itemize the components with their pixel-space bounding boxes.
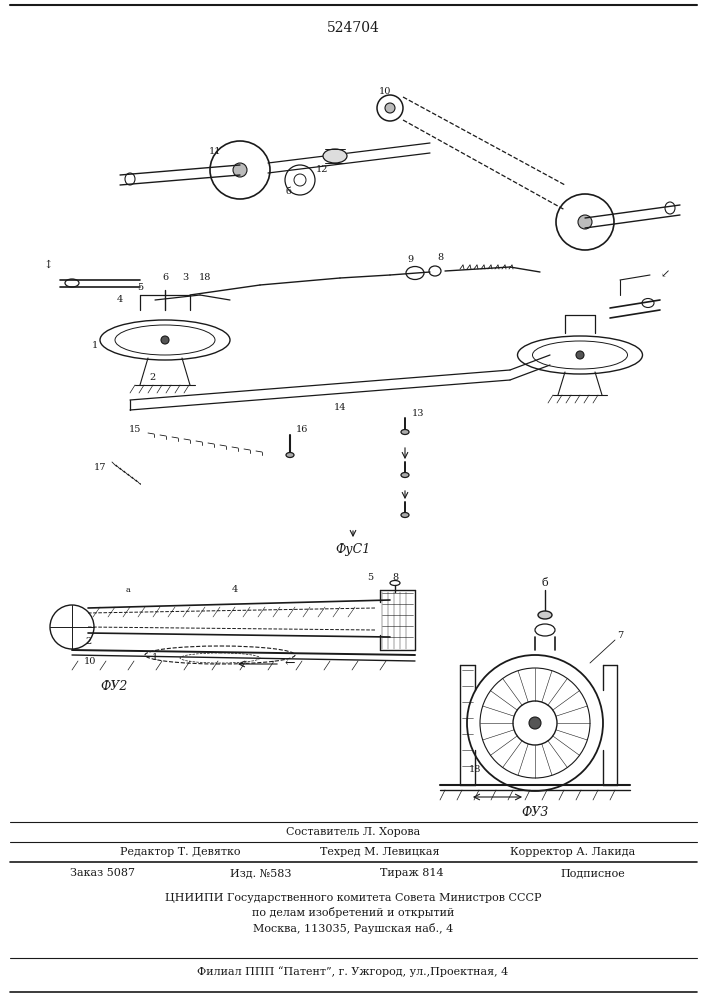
- Text: Корректор А. Лакида: Корректор А. Лакида: [510, 847, 636, 857]
- Text: ФуС1: ФуС1: [335, 544, 370, 556]
- Text: Изд. №583: Изд. №583: [230, 868, 291, 878]
- Text: 5: 5: [137, 284, 143, 292]
- Circle shape: [578, 215, 592, 229]
- Text: 524704: 524704: [327, 21, 380, 35]
- Text: б: б: [542, 578, 549, 588]
- Text: 1: 1: [92, 340, 98, 350]
- Text: Заказ 5087: Заказ 5087: [70, 868, 135, 878]
- Text: 3: 3: [182, 273, 188, 282]
- Text: 4: 4: [232, 584, 238, 593]
- Ellipse shape: [401, 430, 409, 434]
- Text: 9: 9: [407, 255, 413, 264]
- Text: Техред М. Левицкая: Техред М. Левицкая: [320, 847, 440, 857]
- Text: 8: 8: [392, 574, 398, 582]
- Text: Подписное: Подписное: [560, 868, 625, 878]
- Circle shape: [529, 717, 541, 729]
- Text: ↙: ↙: [660, 270, 670, 280]
- Text: ФУ2: ФУ2: [100, 680, 127, 694]
- Circle shape: [233, 163, 247, 177]
- Text: 16: 16: [296, 426, 308, 434]
- Text: ФУ3: ФУ3: [521, 806, 549, 820]
- Text: 11: 11: [209, 147, 221, 156]
- Text: 14: 14: [334, 403, 346, 412]
- Text: по делам изобретений и открытий: по делам изобретений и открытий: [252, 908, 454, 918]
- Text: 15: 15: [129, 426, 141, 434]
- Ellipse shape: [538, 611, 552, 619]
- Text: Тираж 814: Тираж 814: [380, 868, 443, 878]
- Text: 18: 18: [199, 273, 211, 282]
- Text: ↕: ↕: [43, 260, 53, 270]
- Circle shape: [385, 103, 395, 113]
- Text: 5: 5: [367, 574, 373, 582]
- Text: a: a: [126, 586, 130, 594]
- Text: б: б: [285, 188, 291, 196]
- Text: Москва, 113035, Раушская наб., 4: Москва, 113035, Раушская наб., 4: [253, 922, 453, 934]
- Ellipse shape: [401, 473, 409, 478]
- Text: Редактор Т. Девятко: Редактор Т. Девятко: [120, 847, 240, 857]
- Text: 12: 12: [316, 165, 328, 174]
- Ellipse shape: [323, 149, 347, 163]
- Text: 10: 10: [379, 88, 391, 97]
- Circle shape: [161, 336, 169, 344]
- Text: 4: 4: [117, 296, 123, 304]
- Text: 2: 2: [149, 373, 155, 382]
- Text: Составитель Л. Хорова: Составитель Л. Хорова: [286, 827, 420, 837]
- Text: ЦНИИПИ Государственного комитета Совета Министров СССР: ЦНИИПИ Государственного комитета Совета …: [165, 893, 542, 903]
- Text: 8: 8: [437, 253, 443, 262]
- Text: 7: 7: [617, 631, 623, 640]
- Text: 6: 6: [162, 273, 168, 282]
- Text: ←: ←: [285, 656, 296, 670]
- Ellipse shape: [401, 512, 409, 518]
- Text: 17: 17: [94, 464, 106, 473]
- Text: 13: 13: [411, 408, 424, 418]
- Circle shape: [576, 351, 584, 359]
- Text: Филиал ППП “Патент”, г. Ужгород, ул.,Проектная, 4: Филиал ППП “Патент”, г. Ужгород, ул.,Про…: [197, 967, 508, 977]
- Text: 1: 1: [152, 654, 158, 662]
- Ellipse shape: [286, 452, 294, 458]
- Text: 18: 18: [469, 766, 481, 774]
- Text: 10: 10: [84, 658, 96, 666]
- Text: 2: 2: [85, 638, 91, 647]
